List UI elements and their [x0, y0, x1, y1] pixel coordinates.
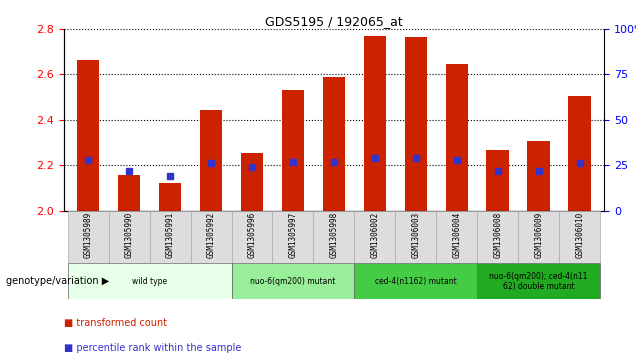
Bar: [487, 150, 509, 211]
Bar: [354, 263, 477, 299]
Text: ced-4(n1162) mutant: ced-4(n1162) mutant: [375, 277, 457, 286]
Text: GSM1305990: GSM1305990: [125, 212, 134, 258]
Text: GSM1306009: GSM1306009: [534, 212, 543, 258]
Bar: [232, 263, 354, 299]
Bar: [67, 211, 109, 263]
Bar: [322, 77, 345, 211]
Text: GSM1305997: GSM1305997: [289, 212, 298, 258]
Text: ■ transformed count: ■ transformed count: [64, 318, 167, 328]
Bar: [77, 60, 99, 211]
Bar: [232, 211, 272, 263]
Bar: [109, 211, 149, 263]
Bar: [569, 96, 591, 211]
Text: GSM1306008: GSM1306008: [494, 212, 502, 258]
Bar: [364, 36, 386, 211]
Bar: [559, 211, 600, 263]
Text: GSM1306004: GSM1306004: [452, 212, 461, 258]
Text: GSM1305991: GSM1305991: [165, 212, 174, 258]
Text: GSM1306003: GSM1306003: [411, 212, 420, 258]
Bar: [354, 211, 396, 263]
Bar: [67, 263, 232, 299]
Bar: [436, 211, 477, 263]
Bar: [159, 183, 181, 211]
Text: GSM1306010: GSM1306010: [575, 212, 584, 258]
Text: wild type: wild type: [132, 277, 167, 286]
Bar: [191, 211, 232, 263]
Bar: [314, 211, 354, 263]
Bar: [396, 211, 436, 263]
Text: ■ percentile rank within the sample: ■ percentile rank within the sample: [64, 343, 241, 353]
Bar: [477, 211, 518, 263]
Text: genotype/variation ▶: genotype/variation ▶: [6, 276, 109, 286]
Bar: [477, 263, 600, 299]
Bar: [149, 211, 191, 263]
Text: GSM1306002: GSM1306002: [370, 212, 379, 258]
Bar: [282, 90, 304, 211]
Bar: [445, 64, 468, 211]
Bar: [404, 37, 427, 211]
Bar: [272, 211, 314, 263]
Text: nuo-6(qm200); ced-4(n11
62) double mutant: nuo-6(qm200); ced-4(n11 62) double mutan…: [490, 272, 588, 291]
Text: GSM1305989: GSM1305989: [84, 212, 93, 258]
Text: nuo-6(qm200) mutant: nuo-6(qm200) mutant: [250, 277, 336, 286]
Text: GSM1305998: GSM1305998: [329, 212, 338, 258]
Text: GSM1305992: GSM1305992: [207, 212, 216, 258]
Bar: [241, 153, 263, 211]
Bar: [118, 175, 141, 211]
Bar: [518, 211, 559, 263]
Title: GDS5195 / 192065_at: GDS5195 / 192065_at: [265, 15, 403, 28]
Bar: [200, 110, 223, 211]
Text: GSM1305996: GSM1305996: [247, 212, 256, 258]
Bar: [527, 141, 550, 211]
